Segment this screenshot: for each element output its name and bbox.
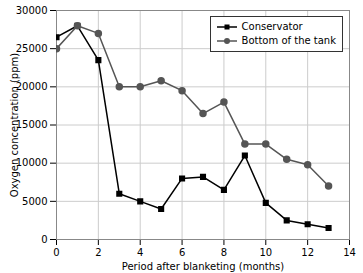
- svg-text:5000: 5000: [22, 196, 47, 207]
- svg-text:25000: 25000: [16, 43, 48, 54]
- svg-text:0: 0: [53, 247, 59, 258]
- svg-text:4: 4: [137, 247, 143, 258]
- svg-text:0: 0: [41, 234, 47, 245]
- html-text:Conservator: Conservator: [241, 21, 303, 32]
- html-text:Bottom of the tank: Bottom of the tank: [241, 35, 336, 46]
- svg-text:30000: 30000: [16, 5, 48, 16]
- svg-text:14: 14: [343, 247, 356, 258]
- svg-text:2: 2: [95, 247, 101, 258]
- svg-text:10000: 10000: [16, 157, 48, 168]
- svg-text:15000: 15000: [16, 119, 48, 130]
- svg-text:10: 10: [259, 247, 272, 258]
- svg-text:6: 6: [179, 247, 185, 258]
- svg-text:Oxygen concentration (ppm): Oxygen concentration (ppm): [9, 53, 20, 197]
- svg-text:20000: 20000: [16, 81, 48, 92]
- svg-text:12: 12: [301, 247, 314, 258]
- svg-text:8: 8: [221, 247, 227, 258]
- svg-text:Period after blanketing (month: Period after blanketing (months): [122, 261, 285, 272]
